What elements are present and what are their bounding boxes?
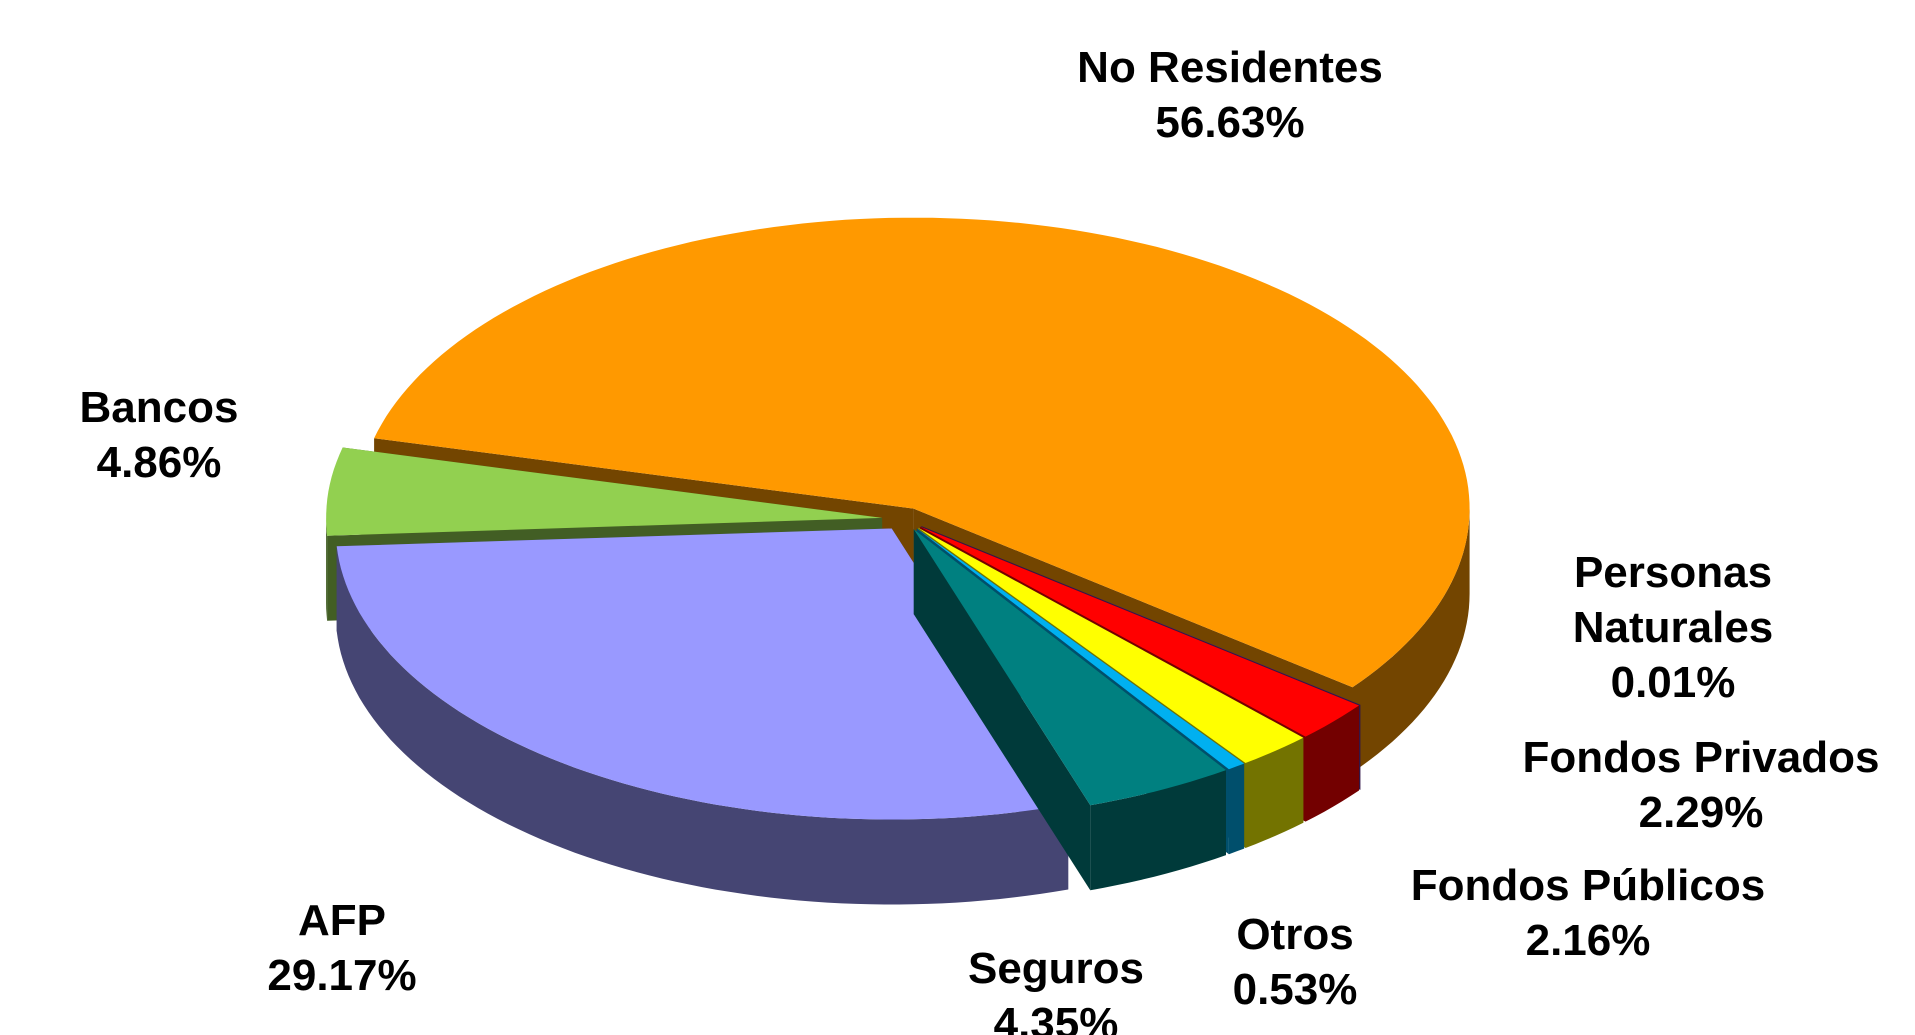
slice-label: No Residentes 56.63%: [1010, 40, 1450, 150]
slice-label: Fondos Privados 2.29%: [1481, 730, 1915, 840]
slice-side: [326, 517, 328, 621]
slice-side: [1352, 508, 1470, 773]
slice-side: [1245, 737, 1304, 848]
category-label: Bancos: [79, 383, 239, 432]
slice-label: Personas Naturales 0.01%: [1543, 545, 1803, 710]
slice-side: [1090, 770, 1226, 891]
slice-label: Fondos Públicos 2.16%: [1368, 858, 1808, 968]
slice: [374, 217, 1470, 688]
value-label: 2.16%: [1525, 916, 1651, 965]
value-label: 4.35%: [993, 999, 1119, 1035]
category-label: Seguros: [967, 944, 1145, 993]
slice-side: [336, 546, 1069, 905]
category-label: Fondos Privados: [1522, 733, 1880, 782]
category-label: No Residentes: [1077, 43, 1383, 92]
value-label: 29.17%: [267, 951, 417, 1000]
category-label: Fondos Públicos: [1410, 861, 1766, 910]
slice-side: [1305, 705, 1359, 822]
category-label: Otros: [1236, 910, 1354, 959]
slice-face: [913, 529, 1091, 891]
value-label: 0.53%: [1232, 965, 1358, 1014]
slice: [920, 526, 1359, 737]
slice-label: Bancos 4.86%: [0, 380, 379, 490]
value-label: 2.29%: [1638, 788, 1764, 837]
slice: [916, 528, 1245, 770]
value-label: 4.86%: [96, 438, 222, 487]
value-label: 0.01%: [1610, 658, 1736, 707]
slice: [326, 447, 883, 536]
slice: [918, 527, 1304, 763]
slice-label: Otros 0.53%: [1075, 907, 1515, 1017]
value-label: 56.63%: [1155, 98, 1305, 147]
category-label: Personas Naturales: [1572, 548, 1774, 652]
category-label: AFP: [298, 896, 386, 945]
slice: [336, 528, 1069, 820]
slice-side: [1228, 763, 1245, 855]
slice: [921, 526, 1361, 705]
slice: [913, 529, 1226, 806]
slice-label: AFP 29.17%: [122, 893, 562, 1003]
slice-label: Seguros 4.35%: [836, 941, 1276, 1035]
